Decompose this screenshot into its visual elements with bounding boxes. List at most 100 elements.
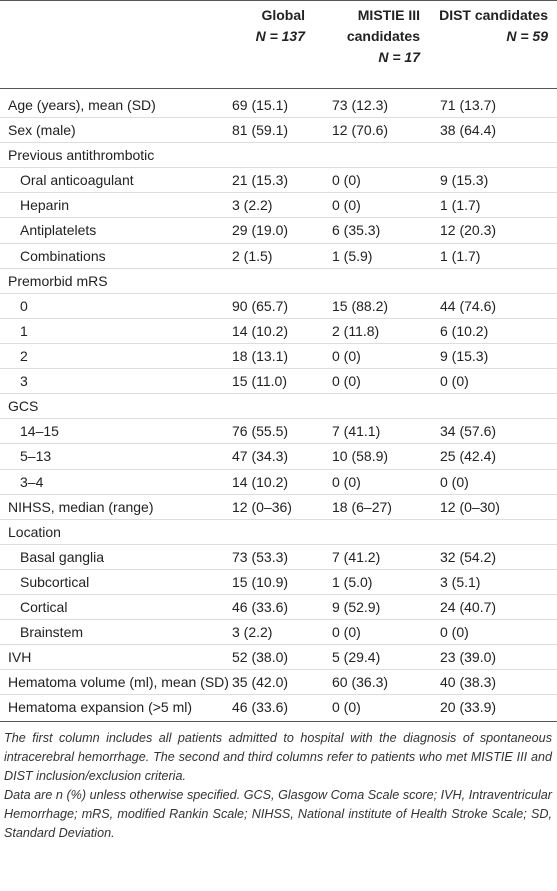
cell: 12 (20.3)	[440, 222, 497, 238]
cell: 0 (0)	[332, 373, 361, 389]
cell: 44 (74.6)	[440, 298, 497, 314]
cell: 69 (15.1)	[232, 97, 289, 113]
row-line	[0, 318, 557, 319]
row-label: Basal ganglia	[20, 549, 105, 565]
cell: 9 (15.3)	[440, 172, 489, 188]
cell: 6 (35.3)	[332, 222, 381, 238]
cell: 71 (13.7)	[440, 97, 497, 113]
row-line	[0, 393, 557, 394]
cell: 23 (39.0)	[440, 649, 497, 665]
cell: 29 (19.0)	[232, 222, 289, 238]
row-line	[0, 519, 557, 520]
cell: 6 (10.2)	[440, 323, 489, 339]
row-line	[0, 594, 557, 595]
cell: 3 (2.2)	[232, 197, 273, 213]
row-label: Previous antithrombotic	[8, 147, 155, 163]
row-label: 5–13	[20, 448, 52, 464]
cell: 15 (11.0)	[232, 373, 287, 389]
column-n: N = 137	[255, 28, 305, 44]
cell: 1 (5.0)	[332, 574, 373, 590]
cell: 20 (33.9)	[440, 699, 497, 715]
cell: 76 (55.5)	[232, 423, 289, 439]
rule	[0, 0, 557, 1]
rule	[0, 88, 557, 89]
row-line	[0, 443, 557, 444]
row-label: Antiplatelets	[20, 222, 97, 238]
cell: 0 (0)	[440, 624, 469, 640]
column-n: N = 59	[506, 28, 548, 44]
row-line	[0, 293, 557, 294]
cell: 81 (59.1)	[232, 122, 289, 138]
cell: 0 (0)	[332, 172, 361, 188]
column-header: candidates	[346, 28, 420, 44]
cell: 12 (70.6)	[332, 122, 389, 138]
row-label: Hematoma volume (ml), mean (SD)	[8, 674, 229, 690]
row-line	[0, 644, 557, 645]
footnote: The first column includes all patients a…	[4, 731, 552, 783]
row-line	[0, 243, 557, 244]
cell: 7 (41.1)	[332, 423, 381, 439]
rule	[0, 721, 557, 722]
row-label: Oral anticoagulant	[20, 172, 134, 188]
cell: 14 (10.2)	[232, 474, 289, 490]
row-line	[0, 418, 557, 419]
cell: 3 (5.1)	[440, 574, 481, 590]
cell: 0 (0)	[332, 699, 361, 715]
column-header: MISTIE III	[357, 7, 420, 23]
cell: 0 (0)	[440, 474, 469, 490]
cell: 73 (12.3)	[332, 97, 389, 113]
row-line	[0, 619, 557, 620]
row-label: NIHSS, median (range)	[8, 499, 154, 515]
cell: 0 (0)	[332, 474, 361, 490]
cell: 12 (0–30)	[440, 499, 500, 515]
cell: 18 (6–27)	[332, 499, 392, 515]
row-label: 0	[20, 298, 28, 314]
row-label: Hematoma expansion (>5 ml)	[8, 699, 193, 715]
row-line	[0, 544, 557, 545]
footnote: Data are n (%) unless otherwise specifie…	[4, 788, 552, 840]
cell: 12 (0–36)	[232, 499, 292, 515]
row-line	[0, 469, 557, 470]
footnotes: The first column includes all patients a…	[4, 729, 552, 843]
row-label: Subcortical	[20, 574, 90, 590]
cell: 34 (57.6)	[440, 423, 497, 439]
row-label: 1	[20, 323, 28, 339]
cell: 9 (52.9)	[332, 599, 381, 615]
row-label: Heparin	[20, 197, 70, 213]
row-label: Age (years), mean (SD)	[8, 97, 156, 113]
row-line	[0, 142, 557, 143]
cell: 10 (58.9)	[332, 448, 389, 464]
cell: 38 (64.4)	[440, 122, 497, 138]
cell: 3 (2.2)	[232, 624, 273, 640]
cell: 46 (33.6)	[232, 599, 289, 615]
cell: 90 (65.7)	[232, 298, 289, 314]
cell: 0 (0)	[332, 624, 361, 640]
cell: 1 (1.7)	[440, 197, 481, 213]
row-line	[0, 167, 557, 168]
cell: 7 (41.2)	[332, 549, 381, 565]
cell: 0 (0)	[332, 348, 361, 364]
cell: 1 (5.9)	[332, 248, 373, 264]
cell: 73 (53.3)	[232, 549, 289, 565]
row-line	[0, 694, 557, 695]
row-line	[0, 192, 557, 193]
cell: 9 (15.3)	[440, 348, 489, 364]
row-label: Premorbid mRS	[8, 273, 108, 289]
row-line	[0, 117, 557, 118]
row-line	[0, 217, 557, 218]
row-label: 2	[20, 348, 28, 364]
cell: 18 (13.1)	[232, 348, 289, 364]
cell: 2 (11.8)	[332, 323, 380, 339]
cell: 14 (10.2)	[232, 323, 289, 339]
cell: 47 (34.3)	[232, 448, 289, 464]
cell: 1 (1.7)	[440, 248, 481, 264]
column-header: Global	[261, 7, 305, 23]
cell: 15 (88.2)	[332, 298, 389, 314]
cell: 40 (38.3)	[440, 674, 497, 690]
row-label: Combinations	[20, 248, 106, 264]
cell: 60 (36.3)	[332, 674, 389, 690]
row-label: Brainstem	[20, 624, 84, 640]
row-label: Sex (male)	[8, 122, 76, 138]
row-line	[0, 343, 557, 344]
